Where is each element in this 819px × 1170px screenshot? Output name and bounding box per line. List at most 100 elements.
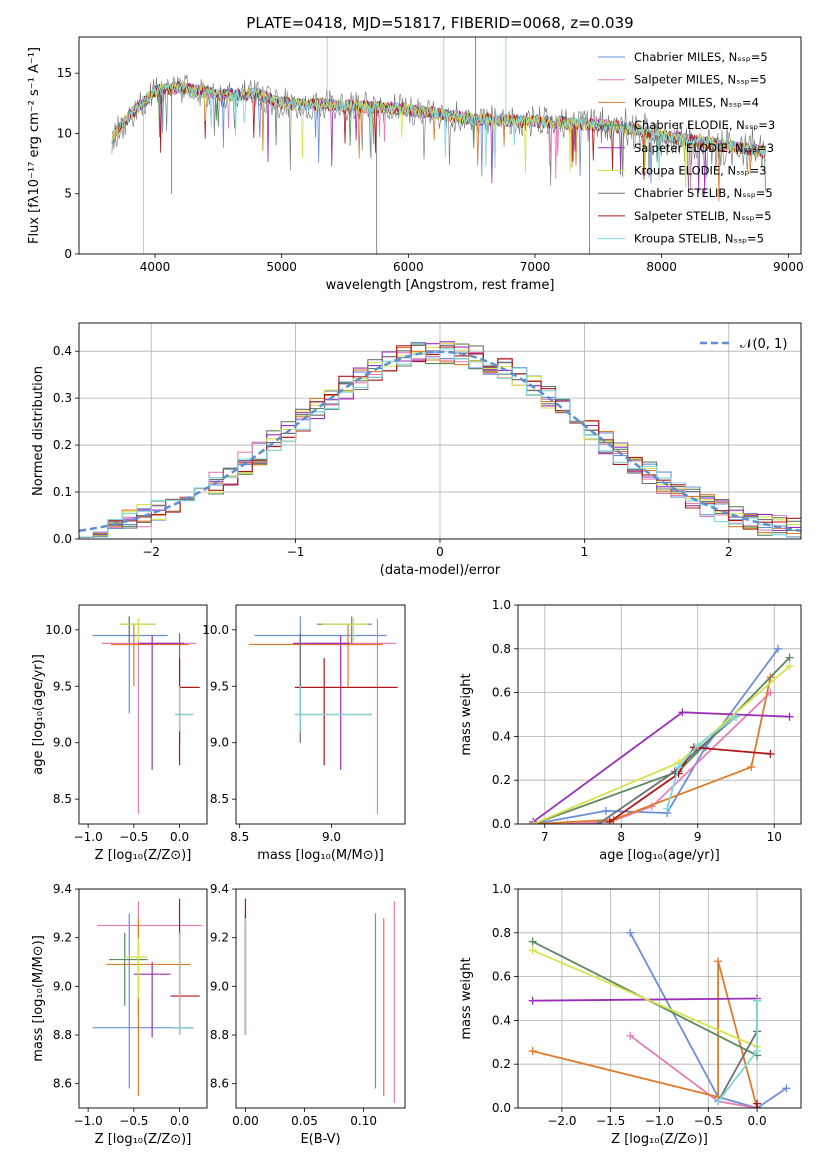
legend-label-salpeter_miles: Salpeter MILES, Nₛₛₚ=5 — [634, 73, 767, 87]
series-line-kroupa_stelib — [666, 715, 737, 809]
series-line-kroupa_elodie — [532, 949, 758, 1048]
normal-curve — [79, 350, 801, 533]
legend-label-normal: 𝒩(0, 1) — [740, 337, 787, 352]
y-tick-label: 8.8 — [210, 1028, 229, 1042]
y-tick-label: 8.5 — [210, 792, 229, 806]
mass-weight-vs-Z-axes: −2.0 −1.5 −1.0 −0.5 0.0 0.0 0.2 0.4 0.6 0.8 1.0 Z [… — [459, 882, 801, 1147]
y-tick-label: 8.8 — [53, 1028, 72, 1042]
legend: 𝒩(0, 1) — [700, 337, 787, 352]
x-tick-label: 9.0 — [322, 830, 341, 844]
y-tick-label: 10 — [57, 126, 72, 140]
x-tick-label: 0.00 — [232, 1114, 259, 1128]
x-tick-label: −1 — [287, 545, 305, 559]
x-axis-label: mass [log₁₀(M/M⊙)] — [257, 848, 384, 863]
y-tick-label: 0.6 — [492, 686, 511, 700]
mass-vs-ebv-frame — [235, 888, 406, 1109]
legend-label-salpeter_elodie: Salpeter ELODIE, Nₛₛₚ=3 — [634, 141, 774, 155]
y-tick-label: 0.4 — [492, 729, 511, 743]
age-vs-Z-marks — [92, 616, 200, 814]
y-tick-label: 8.6 — [210, 1077, 229, 1091]
x-tick-label: 0.0 — [170, 830, 189, 844]
point-marker-chabrier_miles — [782, 1084, 791, 1093]
y-tick-label: 15 — [57, 66, 72, 80]
legend-label-chabrier_stelib: Chabrier STELIB, Nₛₛₚ=5 — [634, 186, 773, 200]
y-axis-label: mass weight — [459, 673, 474, 755]
y-tick-label: 1.0 — [492, 598, 511, 612]
x-tick-label: −0.5 — [119, 1114, 148, 1128]
age-vs-Z-frame — [78, 604, 208, 825]
y-tick-label: 0.3 — [53, 391, 72, 405]
x-tick-label: 0 — [436, 545, 444, 559]
y-tick-label: 10.0 — [45, 623, 72, 637]
y-axis-label: mass [log₁₀(M/M⊙)] — [31, 935, 46, 1062]
mass-vs-Z-axes: −1.0 −0.5 0.0 8.6 8.8 9.0 9.2 9.4 Z [log₁₀(Z/Z⊙)… — [31, 882, 191, 1147]
spectrum-axes: 4000 5000 6000 7000 8000 9000 0 5 10 15 wavelength… — [27, 14, 804, 293]
point-marker-kroupa_stelib — [731, 712, 740, 721]
point-marker-kroupa_stelib — [753, 996, 762, 1005]
point-marker-kroupa_stelib — [674, 763, 683, 772]
x-tick-label: 7 — [541, 830, 549, 844]
y-tick-label: 0.8 — [492, 642, 511, 656]
y-tick-label: 0.8 — [492, 926, 511, 940]
y-tick-label: 0.4 — [492, 1013, 511, 1027]
mass-weight-vs-age-frame — [517, 604, 802, 825]
point-marker-kroupa_miles — [528, 1047, 537, 1056]
point-marker-salpeter_elodie — [528, 996, 537, 1005]
point-marker-salpeter_elodie — [785, 712, 794, 721]
series-line-salpeter_stelib — [609, 746, 771, 823]
y-tick-label: 9.0 — [210, 979, 229, 993]
x-tick-label: 0.0 — [748, 1114, 767, 1128]
point-marker-chabrier_miles — [774, 644, 783, 653]
mass-weight-vs-Z-marks — [528, 928, 791, 1108]
x-tick-label: 10 — [767, 830, 782, 844]
legend-label-kroupa_miles: Kroupa MILES, Nₛₛₚ=4 — [634, 95, 759, 109]
x-tick-label: 0.05 — [291, 1114, 318, 1128]
histogram-kroupa_stelib — [79, 348, 801, 538]
point-marker-chabrier_elodie — [528, 937, 537, 946]
y-tick-label: 9.0 — [53, 736, 72, 750]
mass-vs-ebv-marks — [244, 898, 395, 1104]
spectrum-frame — [78, 36, 802, 255]
point-marker-kroupa_elodie — [528, 946, 537, 955]
point-marker-kroupa_miles — [714, 957, 723, 966]
mass-vs-Z-marks — [92, 898, 203, 1096]
y-tick-label: 9.0 — [210, 736, 229, 750]
x-tick-label: 9 — [694, 830, 702, 844]
y-tick-label: 8.6 — [53, 1077, 72, 1091]
legend-label-kroupa_elodie: Kroupa ELODIE, Nₛₛₚ=3 — [634, 164, 767, 178]
legend-label-chabrier_elodie: Chabrier ELODIE, Nₛₛₚ=3 — [634, 118, 775, 132]
point-marker-salpeter_stelib — [766, 749, 775, 758]
series-line-chabrier_elodie — [532, 656, 791, 824]
y-axis-label: Normed distribution — [31, 366, 46, 496]
residuals-axes: −2 −1 0 1 2 0.0 0.1 0.2 0.3 0.4 (data-model)/error… — [31, 323, 801, 578]
point-marker-kroupa_stelib — [714, 1097, 723, 1106]
age-vs-mass-frame — [235, 604, 406, 825]
spectrum-marks — [111, 37, 766, 254]
x-tick-label: 8 — [617, 830, 625, 844]
series-line-chabrier_miles — [629, 932, 787, 1108]
mass-vs-ebv-axes: 0.00 0.05 0.10 8.6 8.8 9.0 9.2 9.4 E(B-V) — [210, 882, 377, 1147]
x-tick-label: 0.10 — [350, 1114, 377, 1128]
y-tick-label: 9.0 — [53, 979, 72, 993]
y-axis-label: mass weight — [459, 957, 474, 1039]
y-tick-label: 0.2 — [53, 438, 72, 452]
x-tick-label: 9000 — [773, 260, 804, 274]
point-marker-kroupa_stelib — [693, 741, 702, 750]
age-vs-mass-axes: 8.5 9.0 8.5 9.0 9.5 10.0 mass [log₁₀(M/M⊙)] — [202, 623, 383, 863]
x-tick-label: 8000 — [646, 260, 677, 274]
x-tick-label: −0.5 — [119, 830, 148, 844]
residuals-frame — [78, 322, 802, 540]
point-marker-salpeter_miles — [626, 1031, 635, 1040]
x-tick-label: −0.5 — [694, 1114, 723, 1128]
y-tick-label: 9.4 — [210, 882, 229, 896]
x-axis-label: Z [log₁₀(Z/Z⊙)] — [95, 1132, 192, 1147]
y-tick-label: 0.2 — [492, 1057, 511, 1071]
x-tick-label: 7000 — [520, 260, 551, 274]
x-tick-label: 4000 — [140, 260, 171, 274]
legend-label-kroupa_stelib: Kroupa STELIB, Nₛₛₚ=5 — [634, 232, 764, 246]
y-tick-label: 0.0 — [53, 532, 72, 546]
point-marker-kroupa_stelib — [753, 1047, 762, 1056]
y-tick-label: 9.2 — [53, 931, 72, 945]
point-marker-kroupa_miles — [747, 763, 756, 772]
series-line-kroupa_stelib — [111, 82, 766, 180]
